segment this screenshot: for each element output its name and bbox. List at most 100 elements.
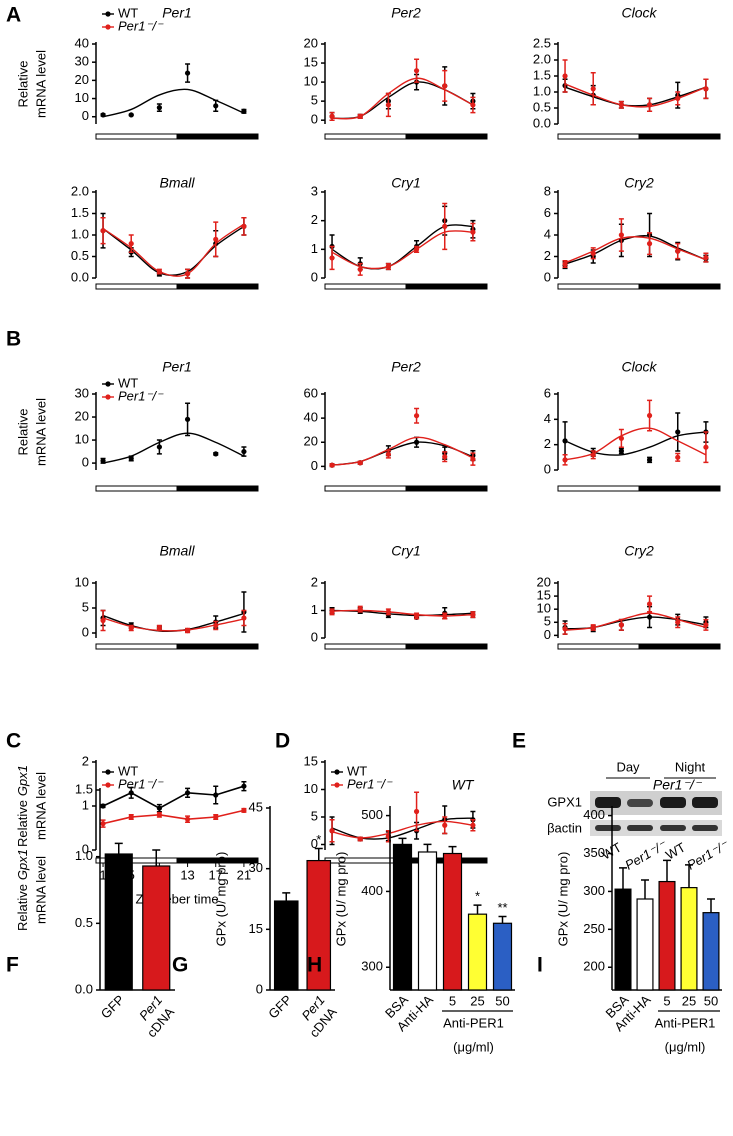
dark-phase bbox=[638, 643, 721, 650]
data-point bbox=[357, 836, 363, 842]
annotation: * bbox=[475, 889, 480, 904]
light-phase bbox=[95, 643, 178, 650]
y-tick-label: 10 bbox=[304, 781, 318, 796]
y-tick-label: 15 bbox=[304, 753, 318, 768]
y-axis-label: GPx (U/ mg pro) bbox=[333, 852, 348, 947]
data-point bbox=[590, 452, 596, 458]
data-point bbox=[703, 254, 709, 261]
y-tick-label: 4 bbox=[544, 226, 551, 241]
data-point bbox=[646, 457, 653, 463]
data-point bbox=[128, 112, 134, 118]
x-tick-label: 5 bbox=[449, 993, 456, 1008]
legend-label: Per1⁻/⁻ bbox=[347, 776, 393, 791]
data-point bbox=[590, 250, 596, 256]
bar bbox=[614, 888, 632, 991]
y-tick-label: 0 bbox=[256, 981, 263, 996]
data-point bbox=[470, 612, 476, 618]
blot-band bbox=[595, 797, 621, 808]
legend-label: WT bbox=[347, 763, 367, 778]
bar bbox=[104, 853, 133, 991]
blot-row-label: βactin bbox=[547, 820, 582, 835]
bar bbox=[273, 900, 299, 991]
data-point bbox=[184, 790, 191, 796]
y-tick-label: 2 bbox=[544, 436, 551, 451]
fit-curve bbox=[331, 81, 474, 120]
y-axis-label: Relative bbox=[15, 61, 30, 108]
legend-marker bbox=[105, 24, 111, 30]
data-point bbox=[646, 412, 653, 419]
error-bar bbox=[152, 849, 161, 866]
fit-curve bbox=[564, 235, 707, 265]
bar bbox=[492, 922, 513, 991]
chart-title: Cry2 bbox=[624, 543, 654, 559]
group-label: Anti-PER1 bbox=[655, 1015, 716, 1030]
data-point bbox=[100, 803, 106, 809]
blot-band bbox=[595, 825, 621, 831]
error-bar bbox=[498, 915, 507, 924]
y-tick-label: 20 bbox=[304, 35, 318, 50]
data-point bbox=[618, 448, 624, 454]
data-point bbox=[128, 790, 134, 796]
y-tick-label: 500 bbox=[361, 807, 383, 822]
y-tick-label: 15 bbox=[249, 921, 263, 936]
chart-title: Cry1 bbox=[391, 175, 421, 191]
series-line bbox=[102, 809, 245, 825]
data-point bbox=[100, 228, 106, 234]
series-line bbox=[102, 785, 245, 810]
dark-phase bbox=[176, 857, 259, 864]
data-point bbox=[213, 451, 219, 457]
y-tick-label: 30 bbox=[249, 860, 263, 875]
x-tick-label: 1 bbox=[99, 867, 106, 882]
fit-curve bbox=[331, 230, 473, 270]
error-bar bbox=[619, 867, 627, 890]
error-bar bbox=[114, 842, 123, 854]
data-point bbox=[184, 271, 191, 277]
data-point bbox=[329, 828, 335, 834]
chart-title: Bmall bbox=[159, 175, 195, 191]
y-tick-label: 0 bbox=[544, 461, 551, 476]
data-point bbox=[618, 232, 624, 238]
x-tick-label: 17 bbox=[209, 867, 223, 882]
chart-title: WT bbox=[452, 777, 475, 793]
light-phase bbox=[95, 283, 178, 290]
y-axis-label: mRNA level bbox=[33, 398, 48, 466]
y-tick-label: 0 bbox=[311, 629, 318, 644]
y-tick-label: 2.0 bbox=[533, 51, 551, 66]
panel-letter: G bbox=[172, 954, 188, 977]
dark-phase bbox=[638, 485, 721, 492]
data-point bbox=[128, 241, 134, 247]
error-bar bbox=[314, 847, 323, 861]
data-point bbox=[562, 73, 568, 79]
data-point bbox=[703, 86, 709, 92]
y-tick-label: 20 bbox=[304, 434, 318, 449]
unit-label: (μg/ml) bbox=[453, 1039, 494, 1054]
y-tick-label: 6 bbox=[544, 205, 551, 220]
dark-phase bbox=[176, 485, 259, 492]
data-point bbox=[470, 822, 476, 828]
data-point bbox=[184, 627, 191, 634]
data-point bbox=[241, 807, 247, 814]
light-phase bbox=[324, 485, 407, 492]
y-tick-label: 0 bbox=[82, 624, 89, 639]
x-tick-label: 21 bbox=[237, 867, 251, 882]
x-tick-label: 50 bbox=[495, 993, 509, 1008]
legend-marker bbox=[105, 11, 111, 17]
data-point bbox=[562, 438, 568, 444]
data-point bbox=[156, 805, 162, 811]
panel-letter: I bbox=[537, 954, 543, 977]
y-tick-label: 20 bbox=[75, 408, 89, 423]
y-axis-label: mRNA level bbox=[33, 856, 48, 924]
data-point bbox=[413, 613, 420, 619]
y-tick-label: 400 bbox=[583, 807, 605, 822]
data-point bbox=[329, 113, 335, 119]
data-point bbox=[184, 70, 191, 76]
data-point bbox=[329, 255, 335, 261]
y-tick-label: 5 bbox=[82, 599, 89, 614]
data-point bbox=[675, 454, 681, 460]
error-bar bbox=[663, 859, 671, 882]
data-point bbox=[184, 416, 191, 422]
legend-marker bbox=[105, 769, 111, 775]
y-tick-label: 400 bbox=[361, 883, 383, 898]
y-tick-label: 5 bbox=[544, 614, 551, 629]
dark-phase bbox=[638, 283, 721, 290]
